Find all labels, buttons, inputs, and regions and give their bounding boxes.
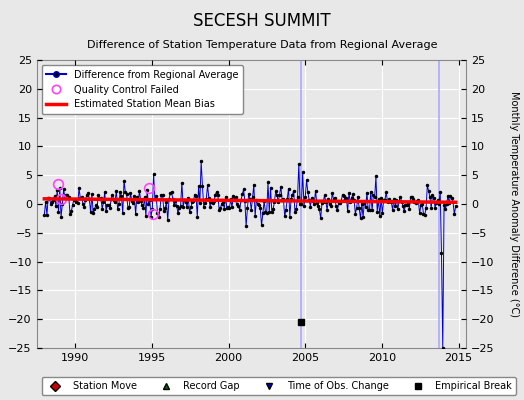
Text: Difference of Station Temperature Data from Regional Average: Difference of Station Temperature Data f… bbox=[87, 40, 437, 50]
Text: SECESH SUMMIT: SECESH SUMMIT bbox=[193, 12, 331, 30]
Legend: Difference from Regional Average, Quality Control Failed, Estimated Station Mean: Difference from Regional Average, Qualit… bbox=[41, 65, 243, 114]
Y-axis label: Monthly Temperature Anomaly Difference (°C): Monthly Temperature Anomaly Difference (… bbox=[509, 91, 519, 317]
Text: Berkeley Earth: Berkeley Earth bbox=[394, 384, 466, 394]
Legend: Station Move, Record Gap, Time of Obs. Change, Empirical Break: Station Move, Record Gap, Time of Obs. C… bbox=[41, 377, 516, 395]
